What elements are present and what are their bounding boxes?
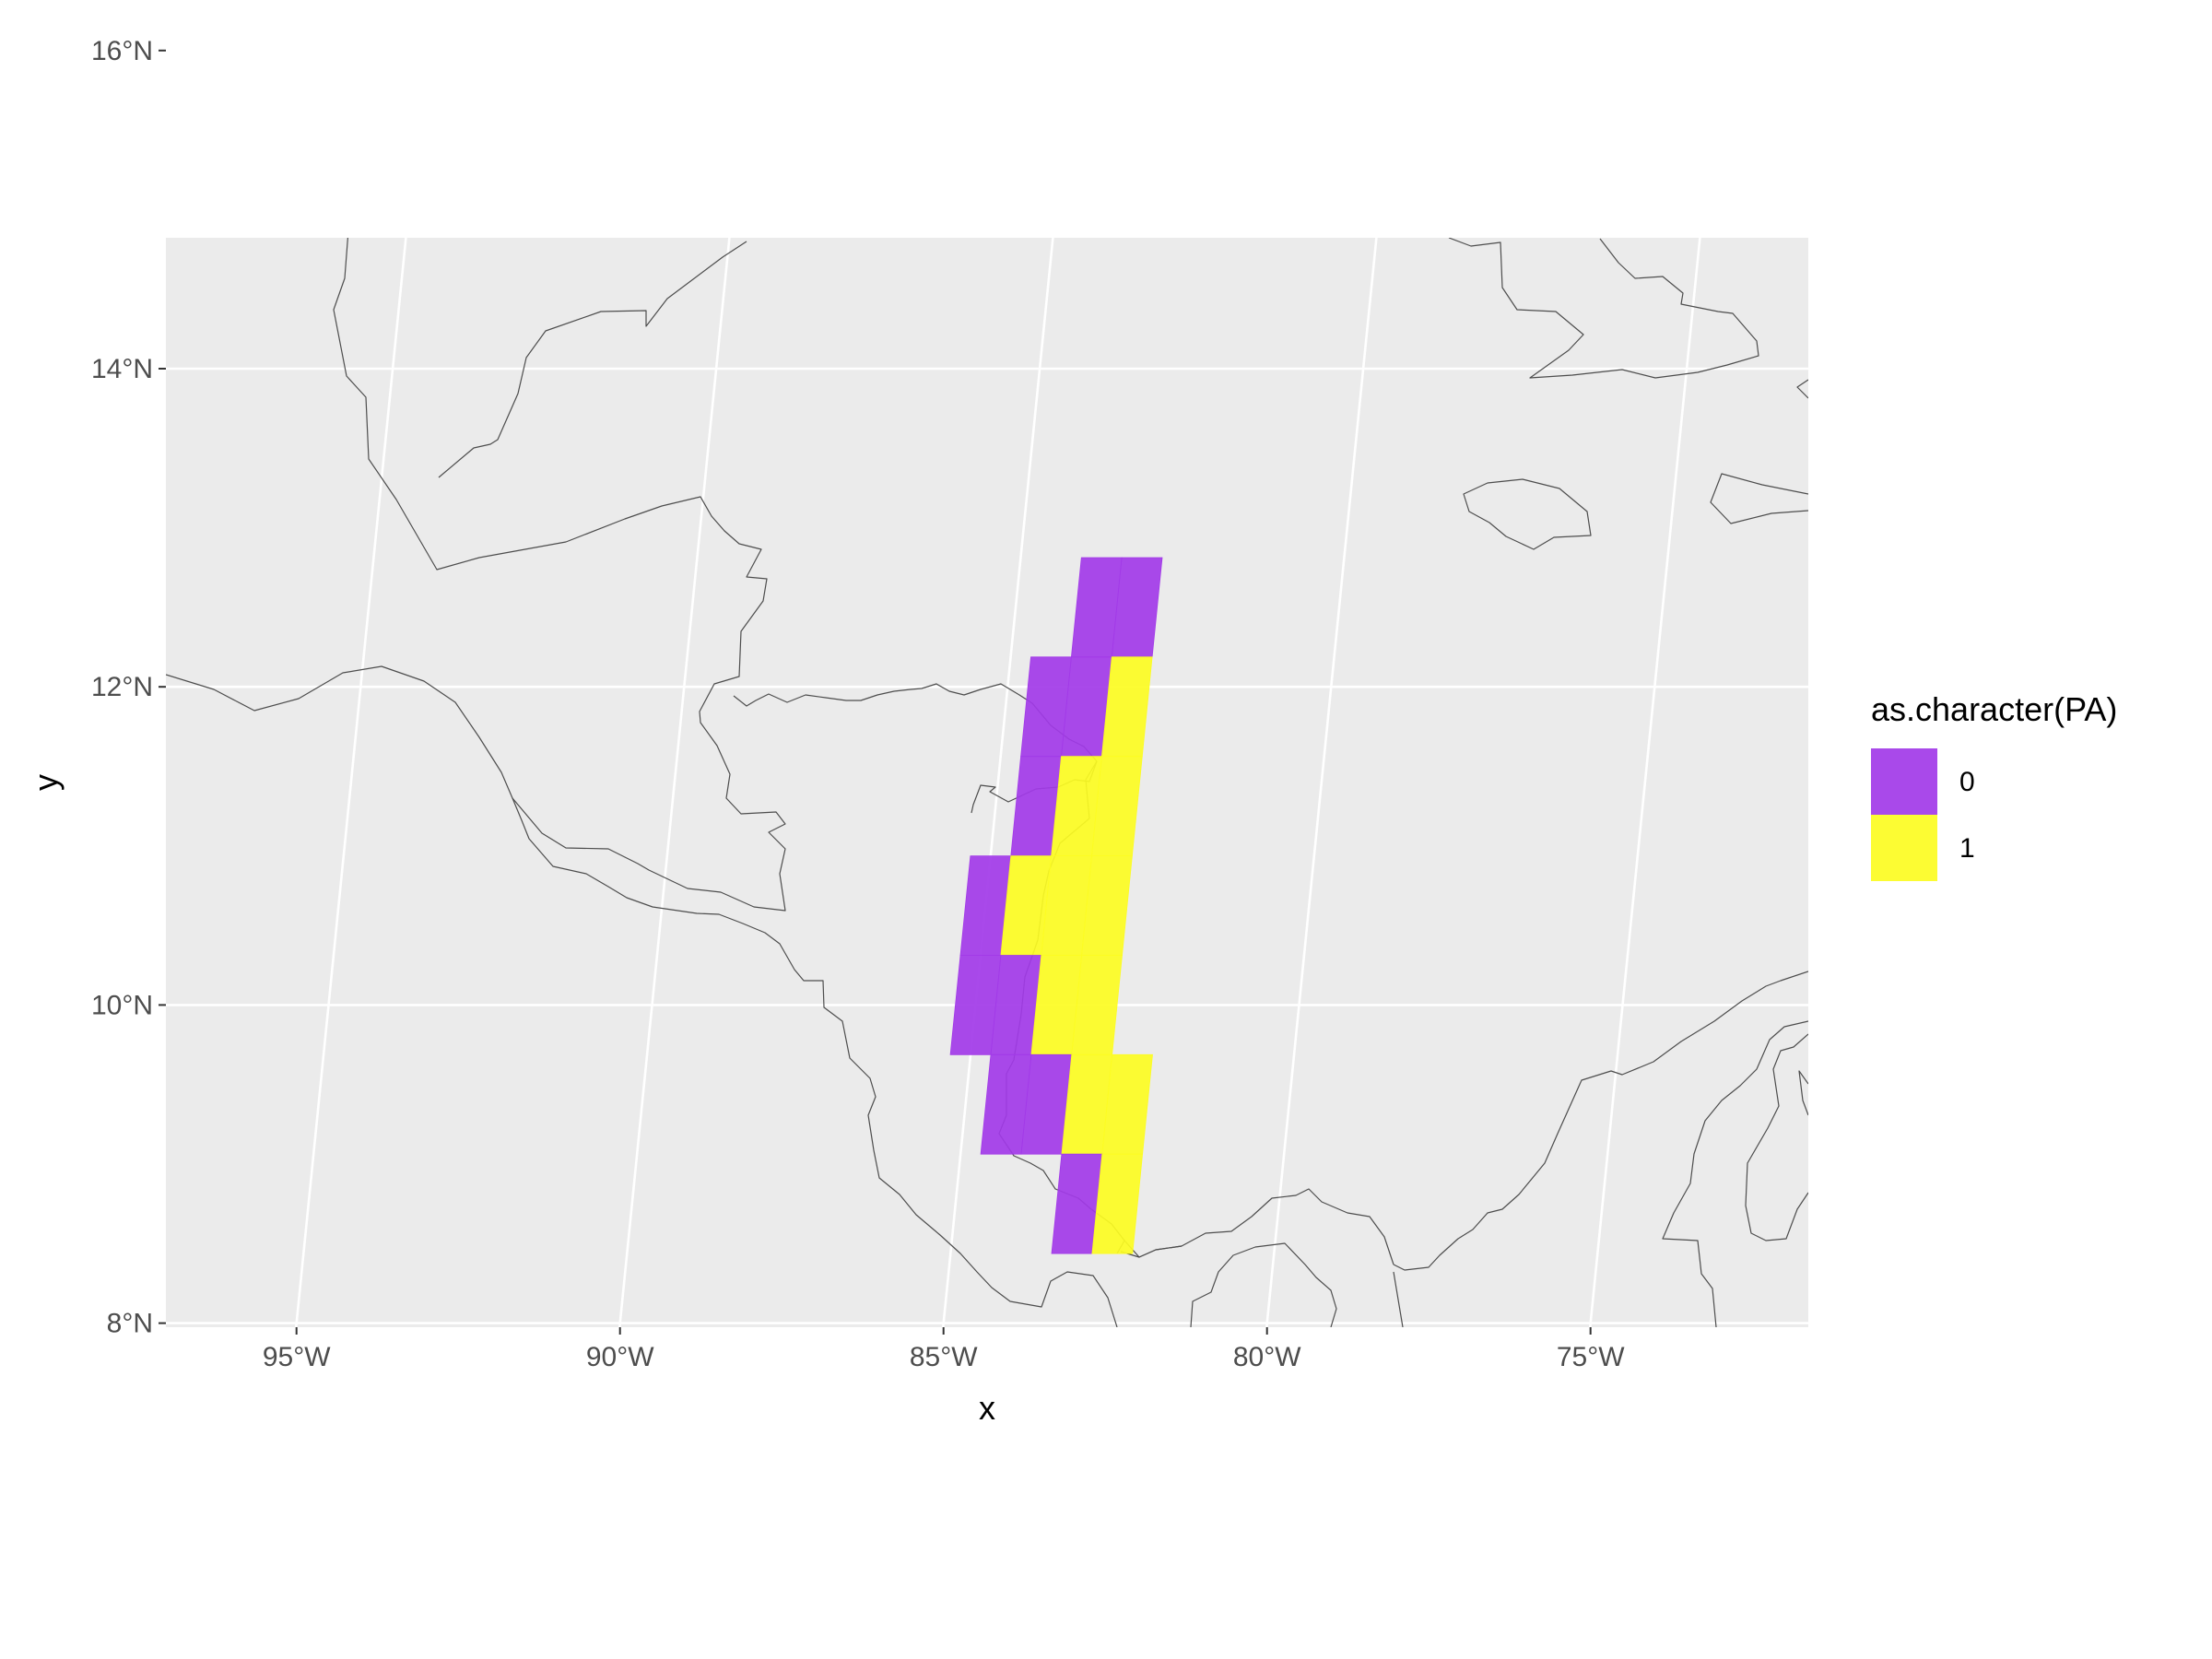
- y-tick-label: 12°N: [91, 672, 153, 702]
- y-tick-label: 8°N: [107, 1309, 153, 1339]
- x-tick-label: 80°W: [1233, 1342, 1301, 1372]
- legend-entries: 01: [1871, 748, 1975, 881]
- coastline-cuba: [1448, 238, 1759, 379]
- raster-cell: [1091, 1153, 1144, 1254]
- coastline-jamaica: [1463, 478, 1592, 550]
- x-axis: 95°W 90°W 85°W 80°W 75°W: [263, 1327, 1625, 1372]
- x-tick-label: 75°W: [1557, 1342, 1625, 1372]
- legend-key-swatch: [1871, 815, 1937, 881]
- y-axis-title: y: [27, 774, 65, 791]
- legend-key-label: 1: [1959, 833, 1975, 864]
- grid-line-lon: [1588, 238, 1701, 1327]
- legend-key-label: 0: [1959, 767, 1975, 797]
- legend: as.character(PA) 01: [1871, 690, 2117, 881]
- grid-line-lon: [294, 238, 407, 1327]
- y-tick-label: 14°N: [91, 354, 153, 384]
- legend-key-swatch: [1871, 748, 1937, 815]
- legend-title: as.character(PA): [1871, 690, 2117, 728]
- presence-absence-cells: [949, 557, 1163, 1254]
- graticule: [166, 238, 1808, 1327]
- coastline-yucatan: [438, 241, 747, 478]
- coastline-hispaniola: [1796, 379, 1808, 399]
- coastline-central-america-pacific: [512, 797, 1118, 1327]
- coastline-venezuela-gulf: [1745, 1033, 1808, 1241]
- coastline-colombia: [1393, 971, 1808, 1271]
- y-tick-label: 10°N: [91, 990, 153, 1020]
- x-tick-label: 95°W: [263, 1342, 331, 1372]
- grid-line-lon: [941, 238, 1054, 1327]
- coastline-colombia-interior: [1393, 1020, 1808, 1327]
- x-axis-title: x: [979, 1389, 995, 1427]
- x-tick-label: 85°W: [910, 1342, 978, 1372]
- grid-line-lon: [618, 238, 731, 1327]
- y-axis: 8°N10°N12°N14°N16°N18°N20°N: [91, 36, 166, 1339]
- grid-line-lon: [1265, 238, 1378, 1327]
- plot-panel: [166, 238, 1808, 1327]
- y-tick-label: 16°N: [91, 36, 153, 66]
- coastline-mexico-gulf: [166, 238, 786, 912]
- x-tick-label: 90°W: [586, 1342, 654, 1372]
- coastline-puerto-rico-edge: [1710, 473, 1808, 524]
